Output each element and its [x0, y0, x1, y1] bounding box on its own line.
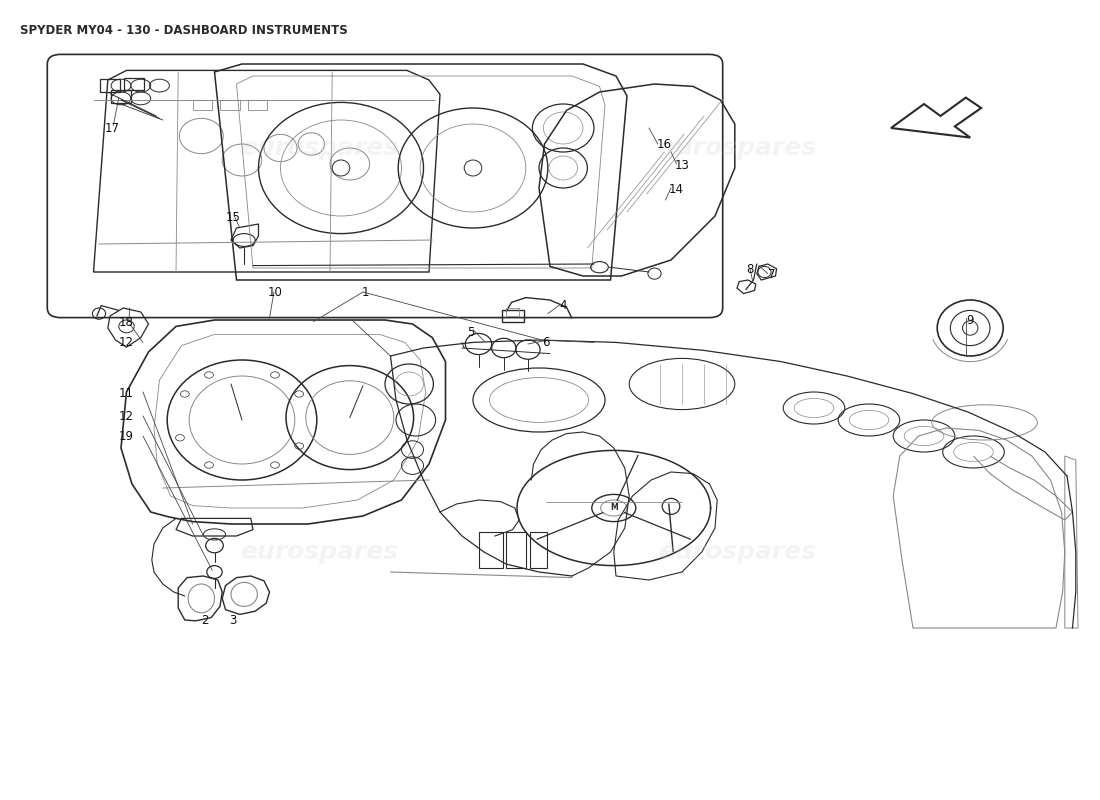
Text: eurospares: eurospares — [240, 136, 398, 160]
Bar — [530, 532, 547, 568]
Bar — [506, 532, 526, 568]
Text: 3: 3 — [230, 614, 236, 627]
Text: 16: 16 — [657, 138, 672, 150]
Text: 2: 2 — [201, 614, 208, 627]
Bar — [248, 100, 267, 110]
Text: SPYDER MY04 - 130 - DASHBOARD INSTRUMENTS: SPYDER MY04 - 130 - DASHBOARD INSTRUMENT… — [20, 24, 348, 37]
Bar — [100, 79, 120, 92]
Text: 19: 19 — [119, 430, 134, 442]
Text: 13: 13 — [674, 159, 690, 172]
Bar — [478, 532, 503, 568]
Bar — [506, 308, 519, 316]
Text: eurospares: eurospares — [240, 540, 398, 564]
Text: 12: 12 — [119, 336, 134, 349]
Text: M: M — [609, 503, 618, 513]
Text: eurospares: eurospares — [658, 540, 816, 564]
Text: 11: 11 — [119, 387, 134, 400]
Text: 18: 18 — [119, 316, 134, 329]
Text: 4: 4 — [560, 299, 566, 312]
Text: 6: 6 — [542, 336, 549, 349]
Text: 17: 17 — [104, 122, 120, 134]
Text: 7: 7 — [769, 268, 776, 281]
Bar — [192, 100, 212, 110]
Text: 5: 5 — [468, 326, 474, 338]
Bar — [220, 100, 240, 110]
Text: 12: 12 — [119, 410, 134, 422]
Text: 14: 14 — [669, 183, 684, 196]
Bar — [124, 78, 144, 90]
Text: 8: 8 — [747, 263, 754, 276]
Bar — [111, 90, 131, 103]
Bar — [502, 310, 524, 322]
Text: 9: 9 — [967, 314, 974, 326]
Text: 10: 10 — [267, 286, 283, 299]
Text: eurospares: eurospares — [658, 136, 816, 160]
Text: 1: 1 — [362, 286, 369, 299]
Text: 15: 15 — [226, 211, 241, 224]
